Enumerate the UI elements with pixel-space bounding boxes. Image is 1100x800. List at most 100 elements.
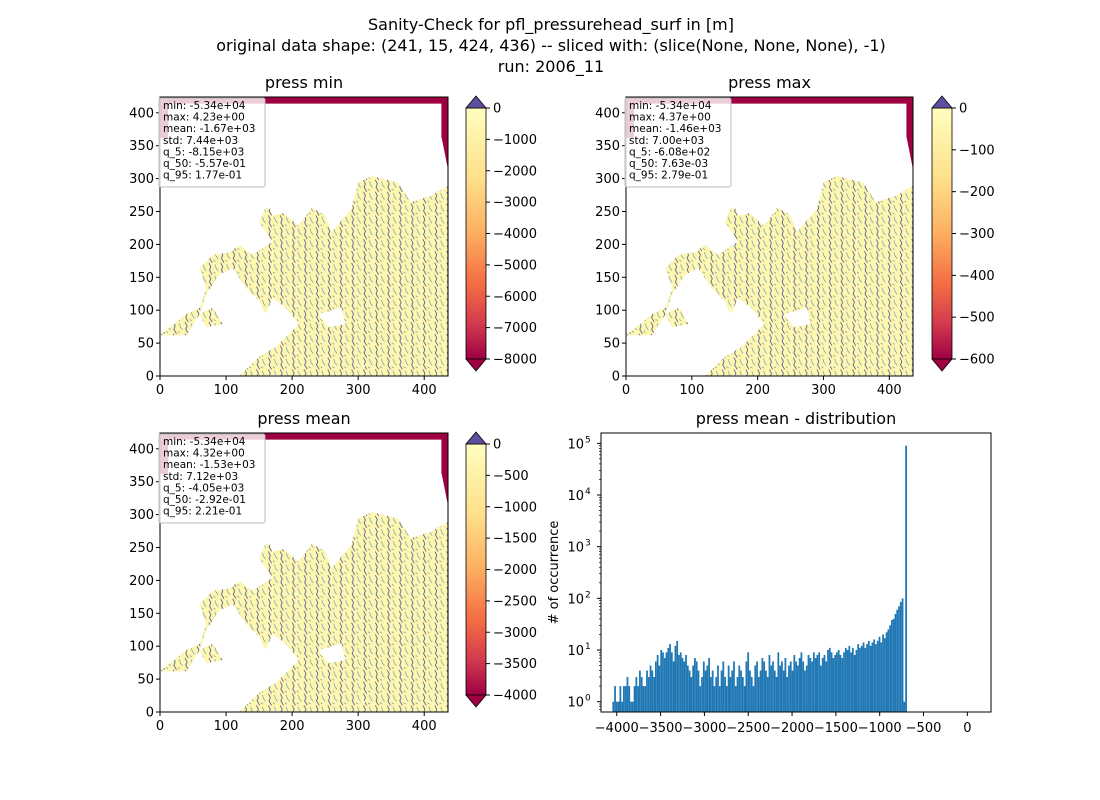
y-tick-label: 300 xyxy=(129,508,154,523)
colorbar-tick-label: −4000 xyxy=(493,227,537,242)
y-tick-label: 10 xyxy=(567,696,584,711)
colorbar-tick-label: −8000 xyxy=(493,353,537,368)
histogram-bar xyxy=(786,677,789,712)
y-axis-label: # of occurrence xyxy=(547,521,562,625)
stat-line: max: 4.37e+00 xyxy=(629,112,711,124)
histogram-bar xyxy=(658,665,661,712)
stat-line: q_95: 1.77e-01 xyxy=(163,170,242,182)
histogram-bar xyxy=(615,701,618,712)
histogram-bar xyxy=(837,650,840,712)
panel-title: press min xyxy=(265,73,343,92)
x-tick-label: −3000 xyxy=(682,721,726,736)
histogram-bar xyxy=(699,686,702,712)
x-tick-label: −4000 xyxy=(595,721,639,736)
x-tick-label: 100 xyxy=(214,383,239,398)
stat-line: std: 7.44e+03 xyxy=(163,135,238,147)
histogram-bar xyxy=(660,650,663,712)
histogram-bar xyxy=(876,640,879,712)
histogram-bar xyxy=(853,655,856,712)
x-tick-label: 400 xyxy=(877,383,902,398)
plot-frame xyxy=(159,432,449,713)
x-tick-label: 0 xyxy=(156,383,164,398)
histogram-bar xyxy=(832,658,835,712)
x-tick-label: 100 xyxy=(214,719,239,734)
y-tick-exponent: 1 xyxy=(585,642,591,652)
y-tick-label: 200 xyxy=(129,238,154,253)
histogram-bar xyxy=(724,677,726,712)
histogram-bar xyxy=(809,658,812,712)
histogram-bar xyxy=(639,670,641,712)
histogram-bar xyxy=(630,701,632,712)
y-tick-label: 200 xyxy=(129,574,154,589)
colorbar-tick-label: −100 xyxy=(959,143,995,158)
histogram-bar xyxy=(836,652,838,712)
x-tick-label: 100 xyxy=(679,383,704,398)
y-tick-label: 0 xyxy=(146,370,154,385)
histogram-bar xyxy=(727,665,730,712)
x-tick-label: 0 xyxy=(156,719,164,734)
colorbar-tick-label: −300 xyxy=(959,227,995,242)
histogram-bar xyxy=(715,677,718,712)
histogram-bar xyxy=(812,652,815,712)
histogram-bar xyxy=(623,686,625,712)
histogram-bar xyxy=(878,636,881,712)
histogram-bar xyxy=(631,701,634,712)
histogram-bar xyxy=(750,677,753,712)
histogram-bar xyxy=(692,665,695,712)
stat-line: mean: -1.67e+03 xyxy=(163,123,255,135)
histogram-bar xyxy=(642,686,645,712)
colorbar-tick-label: −500 xyxy=(493,469,529,484)
histogram-bar xyxy=(896,609,899,712)
histogram-bar xyxy=(811,661,813,712)
histogram-bar xyxy=(635,677,638,712)
histogram-bar xyxy=(905,445,907,712)
histogram-bar xyxy=(827,650,829,712)
histogram-bar xyxy=(745,661,748,712)
colorbar-extend-max xyxy=(465,431,487,445)
histogram-bar xyxy=(756,661,758,712)
x-tick-label: 400 xyxy=(412,719,437,734)
y-tick-exponent: 3 xyxy=(585,539,591,549)
histogram-bar xyxy=(761,658,764,712)
histogram-bar xyxy=(782,670,785,712)
histogram-bar xyxy=(679,652,682,712)
histogram-bar xyxy=(662,652,664,712)
histogram-bar xyxy=(779,665,781,712)
histogram-bar xyxy=(670,652,673,712)
histogram-bar xyxy=(685,655,687,712)
histogram-bar xyxy=(848,645,851,712)
stat-line: max: 4.23e+00 xyxy=(163,112,245,124)
stat-line: q_95: 2.79e-01 xyxy=(629,170,708,182)
stat-line: min: -5.34e+04 xyxy=(629,100,712,112)
histogram-bar xyxy=(825,661,828,712)
stat-line: q_50: -2.92e-01 xyxy=(163,494,246,506)
colorbar-tick-label: −3000 xyxy=(493,196,537,211)
y-tick-label: 10 xyxy=(567,489,584,504)
histogram-bar xyxy=(889,625,892,712)
histogram-bar xyxy=(626,677,629,712)
colorbar: 0 −500 −1000 −1500 −2000 −2500 −3000 −3500 −4000 xyxy=(465,431,537,708)
y-tick-label: 10 xyxy=(567,437,584,452)
histogram-bar xyxy=(850,652,852,712)
histogram-bar xyxy=(702,661,705,712)
histogram-bar xyxy=(777,652,780,712)
histogram-bar xyxy=(796,665,799,712)
stat-line: q_5: -4.05e+03 xyxy=(163,482,244,494)
colorbar-tick-label: −200 xyxy=(959,185,995,200)
colorbar-tick-label: −5000 xyxy=(493,258,537,273)
histogram-bar xyxy=(647,677,650,712)
histogram-bar xyxy=(674,645,677,712)
histogram-bar xyxy=(741,677,744,712)
histogram-bar xyxy=(846,650,849,712)
colorbar-extend-min xyxy=(465,358,487,372)
histogram-bar xyxy=(839,655,842,712)
y-tick-label: 10 xyxy=(567,592,584,607)
histogram-bar xyxy=(637,686,640,712)
histogram-bar xyxy=(743,686,746,712)
colorbar-extend-max xyxy=(465,95,487,109)
histogram-bar xyxy=(688,670,691,712)
suptitle-line-1: Sanity-Check for pfl_pressurehead_surf i… xyxy=(368,15,734,35)
histogram-bar xyxy=(665,652,668,712)
histogram-bar xyxy=(747,652,750,712)
histogram-bar xyxy=(780,661,783,712)
